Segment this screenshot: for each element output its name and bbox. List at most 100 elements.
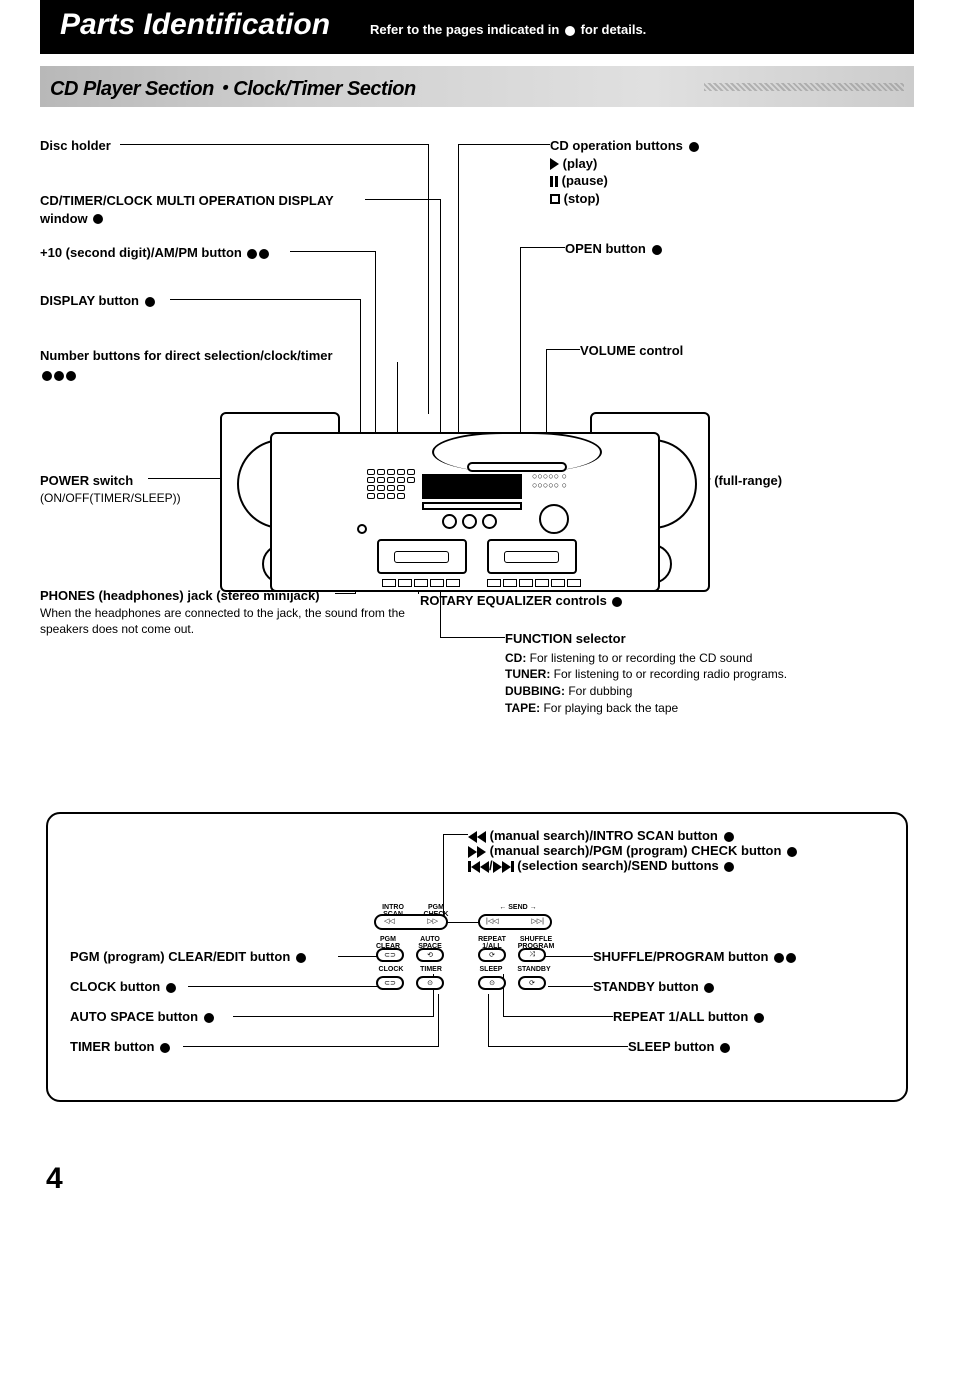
pause-icon (555, 176, 558, 187)
label-multi-display: CD/TIMER/CLOCK MULTI OPERATION DISPLAY w… (40, 192, 380, 227)
skip-icon (502, 861, 511, 873)
skip-icon (471, 861, 480, 873)
bullet-icon (93, 214, 103, 224)
header-sub-suffix: for details. (581, 22, 647, 37)
label-open-btn: OPEN button (565, 240, 662, 258)
skip-icon (493, 861, 502, 873)
bullet-icon (166, 983, 176, 993)
label-timer: TIMER button (70, 1039, 170, 1054)
pause-icon (550, 176, 553, 187)
boombox-illustration: ○○○○○ ○○○○○○ ○ (220, 412, 710, 602)
header-subtitle: Refer to the pages indicated in for deta… (370, 22, 646, 37)
bullet-icon (724, 832, 734, 842)
header-bar: Parts Identification Refer to the pages … (40, 0, 914, 54)
label-auto-space: AUTO SPACE button (70, 1009, 214, 1024)
bullet-icon (54, 371, 64, 381)
bullet-icon (652, 245, 662, 255)
volume-knob (539, 504, 569, 534)
header-sub-prefix: Refer to the pages indicated in (370, 22, 559, 37)
cd-buttons (422, 502, 522, 510)
fwd-icon (477, 846, 486, 858)
btn-label: STANDBY (516, 966, 552, 973)
leader-line (443, 834, 468, 835)
leader-line (520, 247, 565, 248)
boombox-body: ○○○○○ ○○○○○○ ○ (270, 432, 660, 592)
send-button-group: |◁◁ ▷▷| (478, 914, 552, 930)
leader-line (233, 1016, 433, 1017)
section-title: CD Player Section・Clock/Timer Section (50, 78, 416, 100)
tape-deck (487, 539, 577, 574)
label-disc-holder: Disc holder (40, 137, 111, 155)
bullet-icon (259, 249, 269, 259)
rotary-knob (462, 514, 477, 529)
rotary-knob (482, 514, 497, 529)
fwd-icon (468, 846, 477, 858)
bullet-icon (754, 1013, 764, 1023)
btn-label: TIMER (416, 966, 446, 973)
label-pgm-clear: PGM (program) CLEAR/EDIT button (70, 949, 306, 964)
label-plus10: +10 (second digit)/AM/PM button (40, 244, 269, 262)
section-banner: CD Player Section・Clock/Timer Section (40, 66, 914, 107)
label-volume: VOLUME control (580, 342, 683, 360)
label-sleep: SLEEP button (628, 1039, 730, 1054)
bullet-icon (145, 297, 155, 307)
phones-jack (357, 524, 367, 534)
keypad (367, 469, 417, 504)
function-descriptions: CD: For listening to or recording the CD… (505, 650, 885, 717)
bullet-icon (42, 371, 52, 381)
leader-line (365, 199, 440, 200)
timer-btn: ⊙ (416, 976, 444, 990)
display-window (422, 474, 522, 499)
play-icon (550, 158, 559, 170)
bullet-icon (247, 249, 257, 259)
leader-line (120, 144, 428, 145)
bullet-icon (296, 953, 306, 963)
bullet-icon (774, 953, 784, 963)
search-button-group: ◁◁ ▷▷ (374, 914, 448, 930)
rotary-knob (442, 514, 457, 529)
bullet-icon (786, 953, 796, 963)
bullet-icon (787, 847, 797, 857)
label-display-btn: DISPLAY button (40, 292, 155, 310)
label-function-selector: FUNCTION selector CD: For listening to o… (505, 630, 885, 717)
bullet-icon (689, 142, 699, 152)
leader-line (488, 1046, 628, 1047)
auto-space-btn: ⟲ (416, 948, 444, 962)
sleep-btn: ⊙ (478, 976, 506, 990)
repeat-btn: ⟳ (478, 948, 506, 962)
bullet-icon (720, 1043, 730, 1053)
skip-icon (480, 861, 489, 873)
label-cd-ops: CD operation buttons (play) (pause) (sto… (550, 137, 699, 207)
deck-buttons (382, 579, 460, 587)
leader-line (438, 994, 439, 1047)
bullet-icon (204, 1013, 214, 1023)
label-shuffle: SHUFFLE/PROGRAM button (593, 949, 796, 964)
page-number: 4 (46, 1162, 914, 1196)
standby-btn: ⟳ (518, 976, 546, 990)
label-standby: STANDBY button (593, 979, 714, 994)
leader-line (170, 299, 360, 300)
label-search-buttons: (manual search)/INTRO SCAN button (manua… (468, 828, 797, 873)
label-number-btns: Number buttons for direct selection/cloc… (40, 347, 400, 384)
main-diagram: Disc holder CD/TIMER/CLOCK MULTI OPERATI… (40, 122, 914, 772)
leader-line (440, 637, 505, 638)
leader-line (183, 1046, 438, 1047)
button-dots: ○○○○○ ○○○○○○ ○ (532, 472, 567, 490)
leader-line (488, 994, 489, 1047)
bullet-icon (704, 983, 714, 993)
deck-buttons (487, 579, 581, 587)
page-title: Parts Identification (60, 8, 330, 42)
rev-icon (468, 831, 477, 843)
leader-line (188, 986, 388, 987)
bullet-icon (160, 1043, 170, 1053)
btn-label: SLEEP (476, 966, 506, 973)
bullet-icon (66, 371, 76, 381)
clock-btn: ⊂⊃ (376, 976, 404, 990)
leader-line (503, 1016, 613, 1017)
skip-icon (511, 861, 514, 872)
bullet-icon (565, 26, 575, 36)
label-clock: CLOCK button (70, 979, 176, 994)
leader-line (290, 251, 375, 252)
leader-line (428, 144, 429, 414)
shuffle-btn: ⤨ (518, 948, 546, 962)
